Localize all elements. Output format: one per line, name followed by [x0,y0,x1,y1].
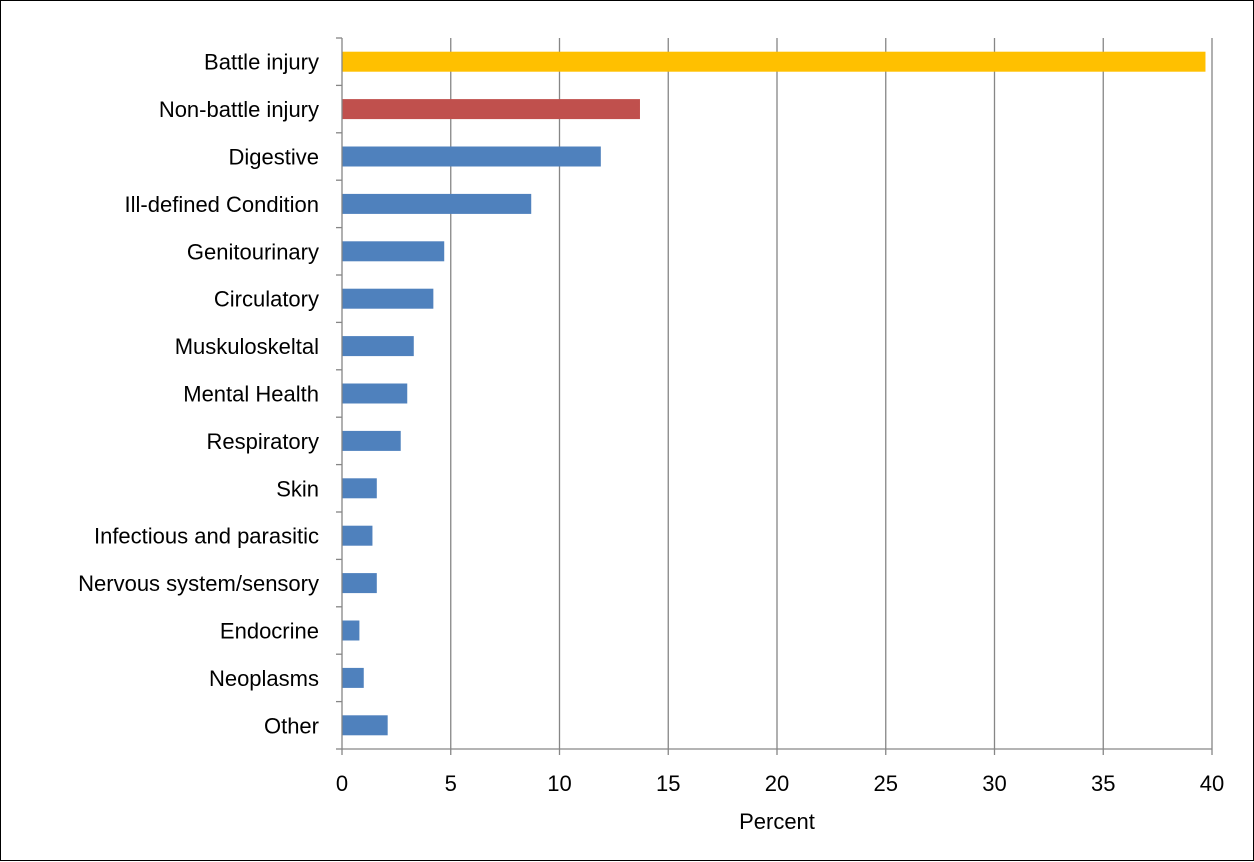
bar-muskuloskeltal [342,336,414,357]
x-tick-label: 35 [1091,771,1115,796]
category-label: Genitourinary [187,239,319,264]
bar-non-battle-injury [342,99,640,120]
category-label: Endocrine [220,619,319,644]
category-label: Infectious and parasitic [94,524,319,549]
category-label: Muskuloskeltal [175,334,319,359]
bar-mental-health [342,383,408,404]
x-tick-label: 10 [547,771,571,796]
x-axis-title: Percent [739,809,815,834]
category-label: Battle injury [204,50,319,75]
x-tick-label: 5 [445,771,457,796]
bar-circulatory [342,288,434,309]
x-tick-label: 0 [336,771,348,796]
bar-battle-injury [342,51,1206,72]
bar-genitourinary [342,241,445,262]
bar-infectious-and-parasitic [342,525,373,546]
category-label: Neoplasms [209,666,319,691]
bars [342,51,1206,736]
x-tick-labels: 0 5 10 15 20 25 30 35 40 [336,771,1224,796]
axes [336,37,1213,755]
category-label: Non-battle injury [159,97,319,122]
category-label: Circulatory [214,287,319,312]
category-labels: Battle injury Non-battle injury Digestive I… [78,50,319,739]
gridlines [450,38,1213,749]
category-label: Other [264,713,319,738]
bar-ill-defined-condition [342,193,532,214]
x-tick-label: 40 [1200,771,1224,796]
category-label: Ill-defined Condition [125,192,319,217]
bar-digestive [342,146,601,167]
category-label: Respiratory [207,429,319,454]
category-label: Digestive [229,145,319,170]
x-tick-label: 30 [982,771,1006,796]
category-label: Nervous system/sensory [78,571,319,596]
x-tick-label: 15 [656,771,680,796]
category-label: Skin [276,476,319,501]
bar-neoplasms [342,667,364,688]
bar-other [342,715,388,736]
bar-nervous-system-sensory [342,573,377,594]
bar-skin [342,478,377,499]
x-tick-label: 25 [874,771,898,796]
bar-endocrine [342,620,360,641]
category-label: Mental Health [183,382,319,407]
bar-respiratory [342,430,401,451]
x-tick-label: 20 [765,771,789,796]
